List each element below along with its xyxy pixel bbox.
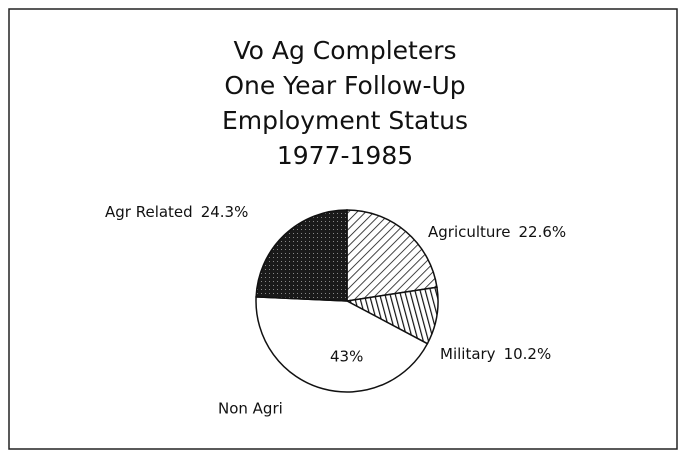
category-label: Agriculture [428,223,511,241]
pie-slice [255,209,348,302]
slice-label: Military 10.2% [440,345,551,363]
category-label: Military [440,345,496,363]
value-label: 22.6% [519,223,567,241]
value-label: 43% [330,348,363,366]
pie-slice [255,296,429,393]
slice-label: Agr Related 24.3% [105,203,248,221]
category-label: Non Agri [218,400,283,418]
value-label: 24.3% [201,203,249,221]
pie: Agriculture 22.6% Military 10.2% 43% Non Agri… [105,203,566,418]
title: Vo Ag Completers One Year Follow-Up Employ… [222,36,468,170]
title-line: One Year Follow-Up [224,71,465,100]
frame [8,8,678,450]
slice-label: Agriculture 22.6% [428,223,566,241]
title-line: Vo Ag Completers [233,36,456,65]
category-label: Agr Related [105,203,193,221]
pie-slice [346,209,438,302]
title-line: Employment Status [222,106,468,135]
title-line: 1977-1985 [277,141,413,170]
value-label: 10.2% [504,345,552,363]
